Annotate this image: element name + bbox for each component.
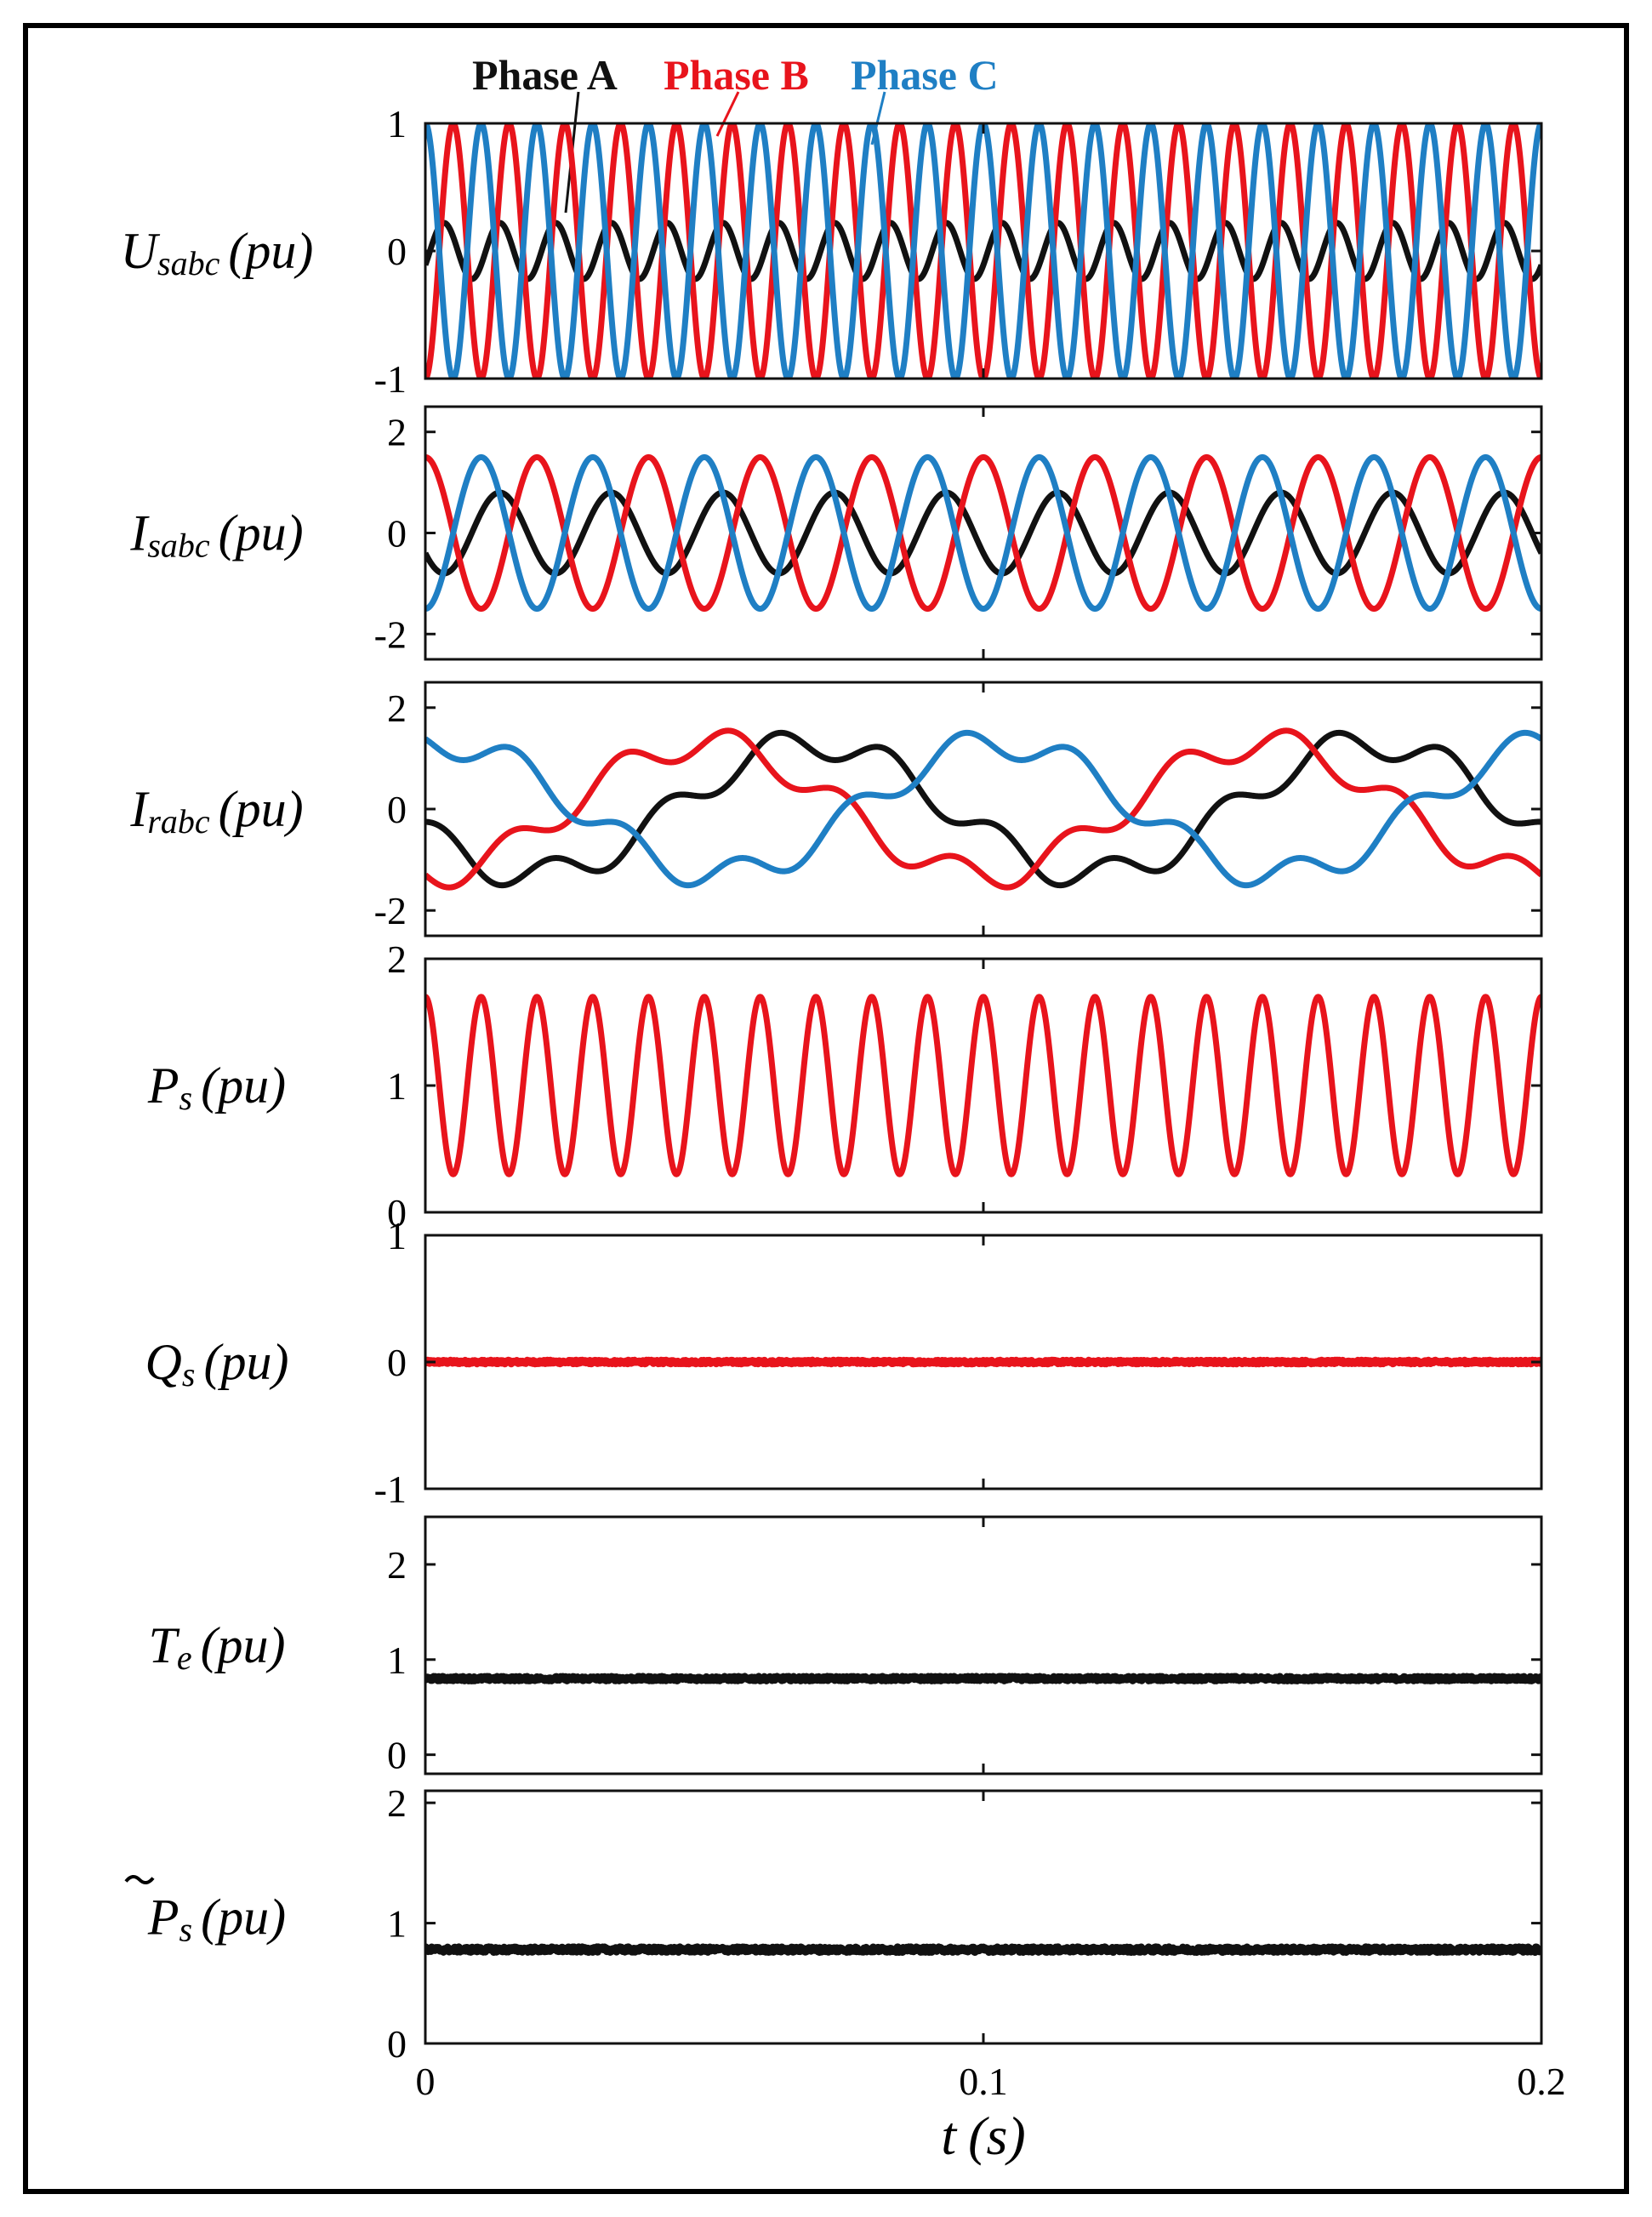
x-tick-label: 0 bbox=[416, 2060, 436, 2103]
y-tick-label: 0 bbox=[387, 2022, 407, 2066]
y-axis-label: Ps (pu) bbox=[147, 1057, 286, 1117]
subplot-6: 2 1 0 Te (pu) bbox=[148, 1515, 1543, 1777]
y-tick-label: 1 bbox=[387, 102, 407, 145]
series-phase-c bbox=[425, 123, 1541, 379]
y-axis-label-unit: (pu) bbox=[201, 1617, 286, 1673]
y-axis-label: Usabc (pu) bbox=[121, 223, 314, 282]
y-axis-label-subscript: s bbox=[179, 1079, 193, 1117]
y-axis-label-symbol: I bbox=[129, 505, 150, 561]
x-tick-label: 0.2 bbox=[1517, 2060, 1566, 2103]
legend-entry-phase-b: Phase B bbox=[664, 51, 809, 99]
series-phase-a bbox=[425, 729, 1541, 889]
legend-entry-phase-a: Phase A bbox=[472, 51, 618, 99]
x-axis: 0 0.1 0.2 t (s) bbox=[416, 2060, 1566, 2166]
series-phase-a bbox=[425, 219, 1541, 282]
y-tick-label: 0 bbox=[387, 1341, 407, 1384]
series-group bbox=[425, 1673, 1541, 1684]
y-tick-label: 0 bbox=[387, 230, 407, 273]
y-tick-label: 1 bbox=[387, 1639, 407, 1682]
y-tick-label: 0 bbox=[387, 1734, 407, 1777]
y-axis-label-symbol: U bbox=[121, 223, 161, 279]
series-phase-c bbox=[425, 453, 1541, 613]
y-axis-label-subscript: e bbox=[177, 1639, 192, 1677]
series-phase-b bbox=[425, 123, 1541, 379]
y-tick-label: 1 bbox=[387, 1214, 407, 1257]
axes-box bbox=[424, 122, 1543, 380]
y-tick-label: -2 bbox=[374, 613, 407, 656]
x-axis-label-unit: (s) bbox=[968, 2106, 1026, 2166]
y-tick-label: -2 bbox=[374, 889, 407, 932]
y-tick-label: 0 bbox=[387, 512, 407, 556]
series-phase-b bbox=[425, 1356, 1541, 1368]
y-tick-label: 2 bbox=[387, 687, 407, 730]
y-tick-label: 0 bbox=[387, 788, 407, 831]
series-group bbox=[425, 453, 1541, 613]
y-axis-label-symbol: P bbox=[147, 1889, 179, 1946]
y-axis-label-subscript: sabc bbox=[147, 527, 210, 565]
x-axis-label-symbol: t bbox=[941, 2106, 958, 2166]
y-tick-label: 0 bbox=[387, 1191, 407, 1234]
y-axis-label-unit: (pu) bbox=[201, 1057, 286, 1114]
y-axis-label-unit: (pu) bbox=[203, 1334, 288, 1390]
y-axis-label: Isabc (pu) bbox=[129, 505, 303, 565]
y-axis-label-symbol: Q bbox=[145, 1334, 182, 1390]
y-tick-label: 2 bbox=[387, 1781, 407, 1825]
legend: Phase A Phase B Phase C bbox=[472, 51, 999, 214]
subplot-2: 2 0 -2 Isabc (pu) bbox=[129, 405, 1543, 661]
series-phase-a bbox=[425, 489, 1541, 577]
y-axis-label-symbol: P bbox=[147, 1057, 179, 1114]
series-group bbox=[425, 727, 1541, 891]
y-axis-label-subscript: s bbox=[182, 1355, 196, 1393]
series-group bbox=[425, 123, 1541, 379]
series-phase-a bbox=[425, 1943, 1541, 1957]
series-phase-b bbox=[425, 727, 1541, 891]
subplot-7: 2 1 0 Ps (pu) bbox=[124, 1781, 1543, 2066]
y-tick-label: 2 bbox=[387, 411, 407, 454]
y-tick-label: 2 bbox=[387, 938, 407, 981]
y-axis-label: Qs (pu) bbox=[145, 1334, 289, 1393]
tilde-mark bbox=[124, 1875, 155, 1884]
y-axis-label-unit: (pu) bbox=[219, 505, 304, 561]
y-tick-label: 2 bbox=[387, 1543, 407, 1587]
y-tick-label: 1 bbox=[387, 1064, 407, 1108]
series-phase-a bbox=[425, 1673, 1541, 1684]
y-axis-label: Irabc (pu) bbox=[129, 781, 303, 841]
axes-box bbox=[424, 1789, 1543, 2045]
subplot-1: 1 0 -1 Usabc (pu) bbox=[121, 102, 1543, 401]
subplot-5: 1 0 -1 Qs (pu) bbox=[145, 1214, 1543, 1511]
y-axis-label-symbol: T bbox=[148, 1617, 179, 1673]
legend-entry-phase-c: Phase C bbox=[851, 51, 999, 99]
x-tick-label: 0.1 bbox=[959, 2060, 1008, 2103]
y-axis-label-unit: (pu) bbox=[228, 223, 313, 279]
series-group bbox=[425, 994, 1541, 1177]
series-phase-c bbox=[425, 729, 1541, 889]
legend-pointer bbox=[715, 91, 740, 137]
x-axis-label: t (s) bbox=[941, 2106, 1025, 2166]
y-axis-label-unit: (pu) bbox=[201, 1889, 286, 1946]
axes-box bbox=[424, 1515, 1543, 1775]
y-axis-label-subscript: rabc bbox=[147, 802, 210, 841]
y-axis-label: Te (pu) bbox=[148, 1617, 285, 1677]
y-tick-label: -1 bbox=[374, 1468, 407, 1511]
y-tick-label: 1 bbox=[387, 1902, 407, 1946]
subplot-4: 2 1 0 Ps (pu) bbox=[147, 938, 1543, 1234]
y-axis-label-subscript: sabc bbox=[157, 244, 220, 282]
y-axis-label-subscript: s bbox=[179, 1911, 193, 1949]
outer-frame bbox=[23, 23, 1629, 2194]
axes-box bbox=[424, 405, 1543, 661]
y-axis-label-unit: (pu) bbox=[219, 781, 304, 837]
y-tick-label: -1 bbox=[374, 357, 407, 401]
series-group bbox=[425, 1943, 1541, 1957]
series-phase-b bbox=[425, 453, 1541, 613]
y-axis-label-symbol: I bbox=[129, 781, 150, 837]
series-group bbox=[425, 1356, 1541, 1368]
series-phase-b bbox=[425, 994, 1541, 1177]
y-axis-label: Ps (pu) bbox=[147, 1889, 286, 1949]
subplot-3: 2 0 -2 Irabc (pu) bbox=[129, 681, 1543, 938]
axes-box bbox=[424, 681, 1543, 938]
